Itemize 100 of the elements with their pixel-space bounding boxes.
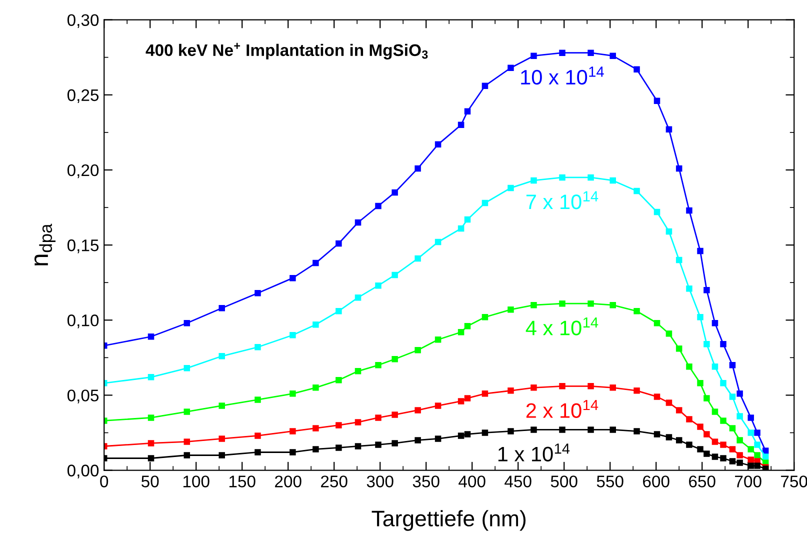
point bbox=[654, 431, 660, 438]
point bbox=[588, 426, 594, 433]
point bbox=[559, 383, 566, 390]
point bbox=[184, 408, 190, 415]
point bbox=[414, 437, 421, 444]
point bbox=[375, 442, 382, 448]
point bbox=[218, 402, 225, 409]
point bbox=[748, 430, 754, 436]
point bbox=[634, 66, 640, 72]
point bbox=[482, 314, 488, 320]
point bbox=[254, 432, 261, 439]
point bbox=[336, 422, 342, 428]
y-tick-label: 0,30 bbox=[67, 14, 99, 28]
point bbox=[354, 368, 362, 374]
x-tick-label: 50 bbox=[142, 476, 159, 488]
point bbox=[184, 438, 190, 445]
point bbox=[458, 328, 464, 336]
point bbox=[559, 174, 566, 181]
point bbox=[482, 200, 488, 206]
point bbox=[686, 442, 692, 448]
series-label: 2 x 10$^{14}$ bbox=[526, 400, 598, 418]
point bbox=[508, 388, 514, 394]
point bbox=[736, 452, 743, 458]
point bbox=[414, 407, 421, 414]
x-tick-label: 350 bbox=[412, 476, 440, 488]
point bbox=[254, 290, 261, 296]
point bbox=[148, 374, 154, 380]
point bbox=[312, 321, 319, 328]
point bbox=[312, 425, 319, 432]
series-label: 1 x 10$^{14}$ bbox=[498, 444, 570, 462]
point bbox=[530, 52, 537, 59]
point bbox=[290, 449, 296, 456]
point bbox=[686, 207, 692, 214]
x-tick-label: 150 bbox=[229, 476, 256, 488]
x-tick-label: 750 bbox=[781, 476, 807, 488]
point bbox=[686, 285, 692, 292]
point bbox=[729, 425, 736, 432]
x-tick-label: 400 bbox=[458, 476, 486, 488]
point bbox=[354, 443, 362, 450]
point bbox=[530, 302, 537, 308]
point bbox=[375, 282, 382, 289]
point bbox=[290, 332, 296, 338]
point bbox=[559, 426, 566, 433]
point bbox=[676, 346, 682, 352]
point bbox=[686, 364, 692, 370]
point bbox=[634, 188, 640, 194]
point bbox=[666, 126, 672, 133]
point bbox=[736, 413, 743, 420]
point bbox=[610, 177, 616, 184]
point bbox=[254, 396, 261, 403]
point bbox=[508, 184, 514, 192]
point bbox=[375, 414, 382, 421]
point bbox=[148, 414, 154, 421]
point bbox=[748, 446, 754, 452]
point bbox=[559, 50, 566, 56]
point bbox=[392, 189, 398, 196]
point bbox=[762, 454, 769, 460]
point bbox=[464, 431, 471, 438]
point bbox=[712, 320, 718, 326]
point bbox=[610, 384, 616, 391]
y-tick-label: 0,25 bbox=[67, 89, 99, 104]
point bbox=[392, 440, 398, 446]
x-tick-label: 650 bbox=[689, 476, 716, 488]
point bbox=[729, 394, 736, 400]
point bbox=[508, 64, 514, 71]
point bbox=[184, 365, 190, 372]
point bbox=[312, 384, 319, 391]
point bbox=[434, 238, 442, 246]
point bbox=[290, 390, 296, 397]
point bbox=[336, 308, 342, 314]
point bbox=[458, 225, 464, 232]
point bbox=[654, 208, 660, 216]
x-tick-label: 100 bbox=[183, 476, 210, 488]
point bbox=[666, 434, 672, 440]
point bbox=[697, 248, 704, 254]
x-tick-label: 700 bbox=[735, 476, 762, 488]
point bbox=[666, 400, 672, 406]
point bbox=[375, 362, 382, 368]
point bbox=[530, 177, 537, 184]
point bbox=[414, 255, 421, 262]
point bbox=[458, 432, 464, 439]
point bbox=[762, 448, 769, 454]
point bbox=[754, 442, 760, 448]
point bbox=[464, 322, 471, 330]
point bbox=[666, 228, 672, 235]
point bbox=[375, 202, 382, 210]
point bbox=[184, 452, 190, 458]
point bbox=[697, 380, 704, 386]
point bbox=[414, 347, 421, 354]
point bbox=[634, 388, 640, 394]
point bbox=[676, 256, 682, 264]
point bbox=[634, 308, 640, 314]
y-tick-label: 0,05 bbox=[67, 390, 99, 404]
point bbox=[704, 286, 710, 294]
x-axis-title: Targettiefe (nm) bbox=[372, 510, 526, 531]
point bbox=[530, 384, 537, 391]
point bbox=[312, 446, 319, 452]
point bbox=[464, 108, 471, 115]
text: 400 keV Ne$^{+}$ Implantation in MgSiO$_{3}$ bbox=[146, 42, 428, 60]
point bbox=[610, 426, 616, 433]
